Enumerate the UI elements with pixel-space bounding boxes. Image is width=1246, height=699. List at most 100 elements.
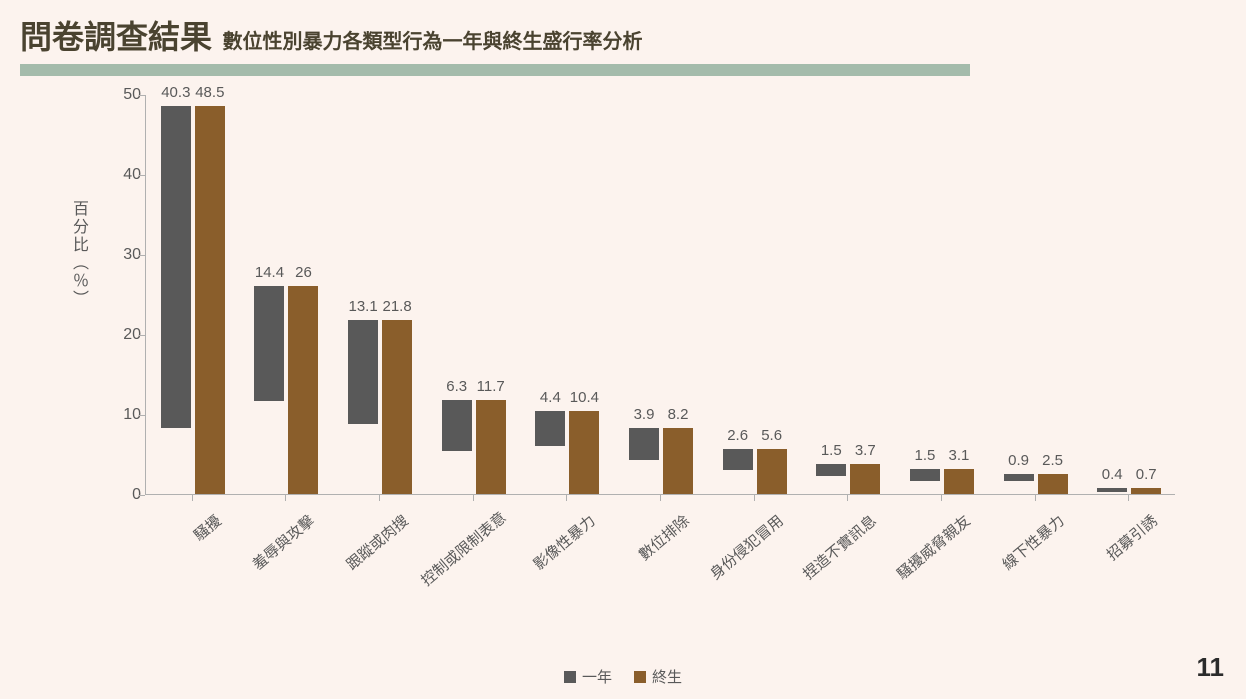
title-main: 問卷調查結果	[20, 12, 212, 58]
y-tick-mark	[139, 175, 145, 176]
y-tick-mark	[139, 95, 145, 96]
bar-value-label: 2.6	[727, 427, 748, 444]
header-accent-bar	[20, 64, 970, 76]
bar-value-label: 0.4	[1102, 466, 1123, 483]
bar-value-label: 3.1	[948, 447, 969, 464]
x-tick-mark	[285, 495, 286, 501]
bar: 26	[288, 286, 318, 494]
bar-group: 0.9 2.5	[1004, 474, 1068, 494]
title-sub: 數位性別暴力各類型行為一年與終生盛行率分析	[222, 25, 642, 54]
y-tick-label: 30	[106, 246, 141, 264]
x-tick-label: 跟蹤或肉搜	[322, 510, 412, 590]
x-tick-label: 招募引誘	[1072, 510, 1162, 590]
bar: 21.8	[382, 320, 412, 494]
x-tick-label: 騷擾威脅親友	[884, 510, 974, 590]
x-tick-mark	[660, 495, 661, 501]
bar-value-label: 1.5	[914, 447, 935, 464]
bar: 40.3	[161, 106, 191, 428]
x-tick-mark	[1035, 495, 1036, 501]
x-tick-mark	[566, 495, 567, 501]
bar-value-label: 6.3	[446, 378, 467, 395]
bar: 0.7	[1131, 488, 1161, 494]
y-tick-mark	[139, 415, 145, 416]
bar-group: 4.410.4	[535, 411, 599, 494]
bar: 0.9	[1004, 474, 1034, 481]
bar: 0.4	[1097, 488, 1127, 491]
legend-label: 一年	[582, 666, 612, 687]
bar: 14.4	[254, 286, 284, 401]
bar: 2.5	[1038, 474, 1068, 494]
legend-label: 終生	[652, 666, 682, 687]
bar-group: 0.4 0.7	[1097, 488, 1161, 494]
bar-value-label: 21.8	[382, 298, 411, 315]
bar: 2.6	[723, 449, 753, 470]
legend-item: 一年	[564, 666, 612, 687]
y-tick-mark	[139, 495, 145, 496]
x-axis-labels: 騷擾羞辱與攻擊跟蹤或肉搜控制或限制表意影像性暴力數位排除身份侵犯冒用捏造不實訊息…	[145, 502, 1175, 602]
y-tick-label: 10	[106, 406, 141, 424]
bar-group: 1.53.1	[910, 469, 974, 494]
bar-group: 40.348.5	[161, 106, 225, 494]
bar-group: 13.121.8	[348, 320, 412, 494]
y-tick-label: 40	[106, 166, 141, 184]
y-tick-mark	[139, 335, 145, 336]
y-tick-mark	[139, 255, 145, 256]
bar-value-label: 10.4	[570, 389, 599, 406]
legend-swatch	[564, 671, 576, 683]
bar-group: 3.98.2	[629, 428, 693, 494]
x-tick-label: 身份侵犯冒用	[697, 510, 787, 590]
bar-value-label: 3.9	[634, 406, 655, 423]
x-tick-label: 控制或限制表意	[416, 510, 506, 590]
x-tick-mark	[192, 495, 193, 501]
x-tick-label: 線下性暴力	[978, 510, 1068, 590]
bar-value-label: 48.5	[195, 84, 224, 101]
plot-area: 40.348.514.42613.121.86.311.74.410.43.98…	[145, 95, 1175, 495]
bar-group: 2.65.6	[723, 449, 787, 494]
y-tick-label: 20	[106, 326, 141, 344]
bar-value-label: 5.6	[761, 427, 782, 444]
slide-header: 問卷調查結果 數位性別暴力各類型行為一年與終生盛行率分析	[0, 0, 1246, 76]
bar-value-label: 2.5	[1042, 452, 1063, 469]
bar-value-label: 0.7	[1136, 466, 1157, 483]
legend-swatch	[634, 671, 646, 683]
bar-value-label: 26	[295, 264, 312, 281]
x-tick-mark	[847, 495, 848, 501]
bar: 8.2	[663, 428, 693, 494]
bar: 48.5	[195, 106, 225, 494]
chart-legend: 一年 終生	[0, 666, 1246, 687]
x-tick-label: 羞辱與攻擊	[229, 510, 319, 590]
bar-value-label: 3.7	[855, 442, 876, 459]
bar-chart: 百分比（％） 01020304050 40.348.514.42613.121.…	[70, 90, 1180, 560]
bar: 1.5	[910, 469, 940, 481]
bar-value-label: 14.4	[255, 264, 284, 281]
y-axis-label: 百分比（％）	[66, 200, 90, 308]
bar: 6.3	[442, 400, 472, 450]
x-tick-mark	[379, 495, 380, 501]
bar-value-label: 13.1	[348, 298, 377, 315]
bar-value-label: 8.2	[668, 406, 689, 423]
bar-value-label: 0.9	[1008, 452, 1029, 469]
bar: 3.9	[629, 428, 659, 459]
y-tick-label: 50	[106, 86, 141, 104]
y-tick-label: 0	[106, 486, 141, 504]
bar: 3.7	[850, 464, 880, 494]
bar-value-label: 11.7	[477, 378, 505, 395]
bar: 13.1	[348, 320, 378, 425]
bar: 11.7	[476, 400, 506, 494]
bar-group: 6.311.7	[442, 400, 506, 494]
bar-value-label: 4.4	[540, 389, 561, 406]
x-tick-label: 數位排除	[603, 510, 693, 590]
x-tick-label: 捏造不實訊息	[791, 510, 881, 590]
bar: 5.6	[757, 449, 787, 494]
bar-value-label: 1.5	[821, 442, 842, 459]
x-tick-label: 影像性暴力	[510, 510, 600, 590]
bar: 10.4	[569, 411, 599, 494]
x-tick-mark	[941, 495, 942, 501]
bar: 4.4	[535, 411, 565, 446]
legend-item: 終生	[634, 666, 682, 687]
bar-group: 14.426	[254, 286, 318, 494]
bar: 1.5	[816, 464, 846, 476]
x-tick-mark	[473, 495, 474, 501]
bar-group: 1.5 3.7	[816, 464, 880, 494]
y-axis-ticks: 01020304050	[110, 95, 145, 495]
